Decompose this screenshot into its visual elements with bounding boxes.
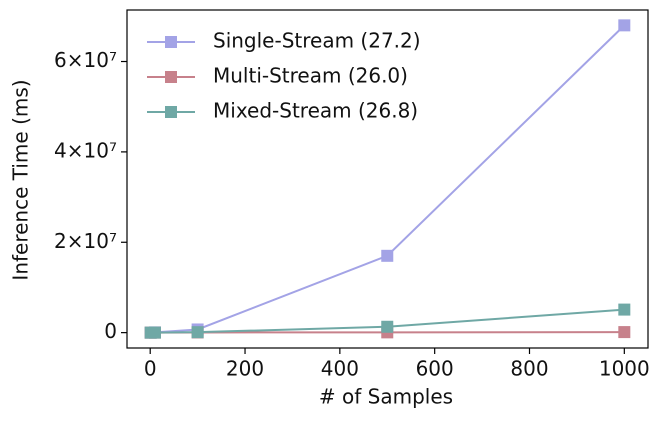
data-point bbox=[618, 19, 631, 32]
y-tick-label: 6×10⁷ bbox=[54, 48, 117, 72]
legend-marker bbox=[165, 106, 177, 118]
x-tick-label: 0 bbox=[144, 357, 157, 381]
legend-label: Single-Stream (27.2) bbox=[213, 29, 421, 53]
x-tick-label: 1000 bbox=[599, 357, 650, 381]
x-tick-label: 600 bbox=[416, 357, 454, 381]
y-tick-label: 4×10⁷ bbox=[54, 138, 117, 162]
data-point bbox=[381, 249, 394, 262]
data-point bbox=[381, 320, 394, 333]
y-axis-label: Inference Time (ms) bbox=[9, 79, 33, 280]
legend-label: Mixed-Stream (26.8) bbox=[213, 99, 418, 123]
y-tick-label: 2×10⁷ bbox=[54, 229, 117, 253]
x-tick-label: 200 bbox=[226, 357, 264, 381]
x-axis-label: # of Samples bbox=[319, 385, 453, 409]
data-point bbox=[618, 326, 631, 339]
data-point bbox=[618, 303, 631, 316]
legend-marker bbox=[165, 36, 177, 48]
data-point bbox=[148, 326, 161, 339]
data-point bbox=[191, 326, 204, 339]
legend-marker bbox=[165, 71, 177, 83]
plot-frame bbox=[126, 9, 649, 349]
legend-label: Multi-Stream (26.0) bbox=[213, 64, 408, 88]
y-tick-label: 0 bbox=[104, 319, 117, 343]
x-tick-label: 400 bbox=[321, 357, 359, 381]
x-tick-label: 800 bbox=[510, 357, 548, 381]
